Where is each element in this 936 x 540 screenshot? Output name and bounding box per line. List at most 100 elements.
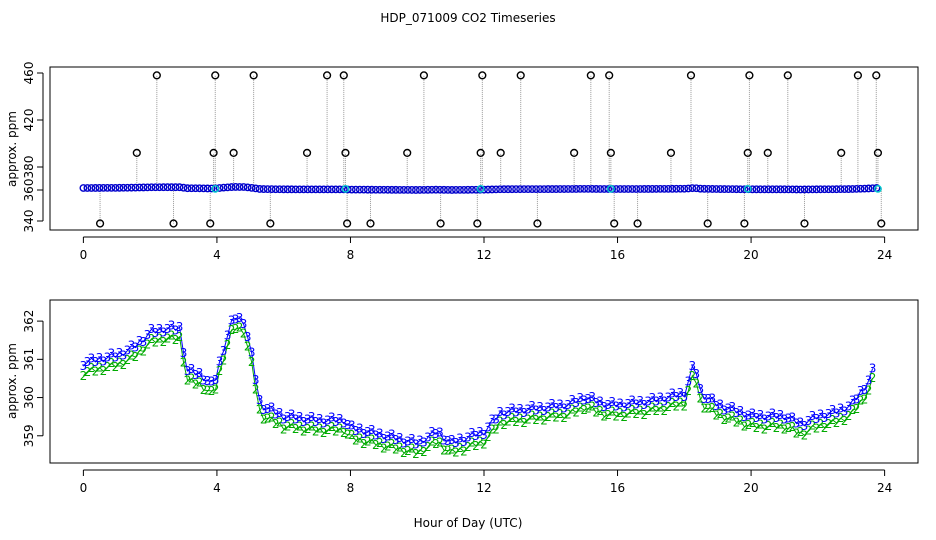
- bottom-marker-3: 3: [448, 433, 456, 447]
- top-baseline-point: [736, 185, 745, 194]
- top-highlight-point: [743, 184, 752, 193]
- top-y-tick-label: 460: [22, 62, 36, 85]
- bottom-x-axis: 0 4 8 12 16 20 24: [80, 469, 892, 495]
- bottom-marker-2: 2: [468, 436, 476, 450]
- bottom-marker-3: 3: [640, 398, 648, 412]
- top-baseline-point: [223, 183, 232, 192]
- bottom-marker-2: 2: [124, 353, 132, 367]
- bottom-marker-3: 3: [861, 383, 869, 397]
- bottom-marker-2: 2: [240, 327, 248, 341]
- bottom-marker-3: 3: [308, 410, 316, 424]
- bottom-marker-2: 2: [180, 355, 188, 369]
- top-baseline-point: [536, 185, 544, 194]
- bottom-marker-2: 2: [769, 416, 777, 430]
- bottom-marker-3: 3: [544, 400, 552, 414]
- bottom-series-lines: [83, 317, 874, 455]
- bottom-marker-2: 2: [693, 376, 701, 390]
- top-baseline-point: [564, 185, 573, 193]
- top-baseline-point: [548, 185, 557, 193]
- bottom-marker-2: 2: [292, 422, 300, 436]
- bottom-marker-2: 2: [532, 413, 540, 427]
- bottom-marker-3: 3: [200, 374, 208, 388]
- bottom-marker-3: 3: [809, 409, 817, 423]
- bottom-marker-3: 3: [304, 412, 312, 426]
- bottom-marker-2: 2: [628, 403, 636, 417]
- bottom-marker-2: 2: [556, 407, 564, 421]
- top-spike-point: [211, 71, 220, 80]
- bottom-marker-2: 2: [608, 405, 616, 419]
- top-baseline-point: [464, 185, 472, 194]
- top-baseline-point: [371, 185, 380, 194]
- bottom-marker-3: 3: [228, 313, 236, 327]
- bottom-marker-2: 2: [765, 419, 773, 433]
- bottom-marker-3: 3: [865, 374, 873, 388]
- top-baseline-point: [684, 184, 693, 193]
- bottom-marker-3: 3: [733, 406, 741, 420]
- top-baseline-point: [612, 185, 621, 193]
- top-baseline-point: [263, 185, 272, 194]
- bottom-marker-2: 2: [697, 392, 705, 406]
- bottom-marker-3: 3: [388, 428, 396, 442]
- bottom-marker-3: 3: [116, 346, 124, 360]
- top-baseline-point: [636, 185, 645, 193]
- bottom-marker-3: 3: [829, 403, 837, 417]
- top-baseline-point: [367, 185, 376, 194]
- bottom-marker-2: 2: [749, 416, 757, 430]
- bottom-marker-2: 2: [825, 417, 833, 431]
- top-spike-point: [343, 219, 352, 228]
- bottom-marker-2: 2: [861, 392, 869, 406]
- bottom-marker-3: 3: [721, 403, 729, 417]
- top-baseline-point: [363, 185, 372, 194]
- bottom-marker-2: 2: [172, 333, 180, 347]
- top-baseline-point: [115, 183, 124, 192]
- top-x-tick-label: 8: [347, 248, 355, 262]
- top-spike-point: [339, 71, 348, 80]
- top-baseline-point: [696, 184, 705, 193]
- bottom-marker-3: 3: [340, 417, 348, 431]
- bottom-marker-3: 3: [765, 410, 773, 424]
- top-baseline-point: [544, 185, 552, 193]
- bottom-marker-3: 3: [524, 403, 532, 417]
- top-baseline-point: [299, 185, 308, 194]
- bottom-marker-3: 3: [132, 341, 140, 355]
- bottom-marker-2: 2: [408, 442, 416, 456]
- bottom-marker-2: 2: [504, 415, 512, 429]
- bottom-marker-3: 3: [688, 359, 696, 373]
- bottom-marker-3: 3: [204, 374, 212, 388]
- bottom-marker-3: 3: [468, 426, 476, 440]
- bottom-marker-2: 2: [220, 353, 228, 367]
- top-baseline-point: [816, 185, 825, 194]
- top-baseline-point: [712, 185, 721, 193]
- top-baseline-point: [504, 185, 512, 194]
- bottom-marker-2: 2: [572, 405, 580, 419]
- bottom-marker-3: 3: [456, 432, 464, 446]
- bottom-marker-2: 2: [680, 399, 688, 413]
- bottom-marker-3: 3: [853, 392, 861, 406]
- bottom-marker-2: 2: [757, 418, 765, 432]
- top-spike-point: [745, 71, 754, 80]
- bottom-marker-3: 3: [793, 417, 801, 431]
- bottom-marker-2: 2: [144, 338, 152, 352]
- bottom-marker-3: 3: [156, 322, 164, 336]
- top-baseline-point: [648, 185, 657, 193]
- bottom-marker-2: 2: [801, 428, 809, 442]
- bottom-marker-2: 2: [725, 411, 733, 425]
- top-baseline-point: [355, 185, 364, 194]
- bottom-marker-3: 3: [705, 392, 713, 406]
- top-baseline-point: [107, 183, 116, 192]
- bottom-marker-2: 2: [96, 361, 104, 375]
- bottom-marker-3: 3: [684, 375, 692, 389]
- bottom-marker-3: 3: [781, 413, 789, 427]
- top-spike-point: [743, 148, 752, 158]
- top-baseline-point: [291, 185, 300, 194]
- top-y-tick-label: 380: [22, 156, 36, 179]
- bottom-marker-2: 2: [372, 438, 380, 452]
- bottom-marker-3: 3: [424, 430, 432, 444]
- top-baseline-point: [391, 185, 400, 194]
- bottom-marker-2: 2: [464, 440, 472, 454]
- bottom-marker-2: 2: [516, 412, 524, 426]
- bottom-marker-3: 3: [624, 397, 632, 411]
- top-baseline-point: [664, 184, 673, 193]
- bottom-marker-2: 2: [176, 330, 184, 344]
- top-baseline-point: [227, 183, 236, 191]
